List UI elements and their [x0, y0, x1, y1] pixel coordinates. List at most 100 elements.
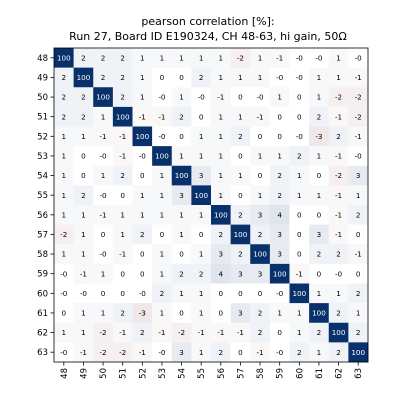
heatmap-cell — [73, 322, 94, 343]
cell-value-label: 1 — [199, 348, 204, 357]
heatmap-cell — [348, 322, 369, 343]
heatmap-cell — [211, 146, 231, 167]
heatmap-cell — [152, 224, 173, 245]
cell-value-label: 2 — [81, 191, 86, 200]
heatmap-cell — [230, 303, 251, 324]
heatmap-cell — [328, 224, 349, 245]
cell-value-label: 2 — [219, 230, 224, 239]
heatmap-cell — [73, 342, 94, 363]
cell-value-label: 0 — [199, 112, 204, 121]
heatmap-cell — [152, 165, 173, 186]
heatmap-cell — [211, 263, 231, 284]
heatmap-cell — [309, 146, 330, 167]
heatmap-cell — [250, 244, 271, 265]
chart-title: pearson correlation [%]: — [141, 15, 274, 28]
cell-value-label: -0 — [355, 152, 363, 161]
cell-value-label: 1 — [179, 53, 184, 62]
cell-value-label: -1 — [217, 93, 224, 102]
heatmap-cell — [73, 67, 94, 88]
cell-value-label: 100 — [214, 210, 228, 219]
cell-value-label: 100 — [57, 53, 71, 62]
cell-value-label: 0 — [238, 289, 243, 298]
cell-value-label: -3 — [315, 132, 322, 141]
y-tick-label: 49 — [37, 73, 48, 83]
cell-value-label: 1 — [81, 328, 86, 337]
heatmap-cell — [289, 185, 310, 206]
heatmap-cell — [328, 165, 349, 186]
cell-value-label: 0 — [140, 171, 145, 180]
cell-value-label: -0 — [158, 348, 166, 357]
heatmap-cell — [230, 224, 251, 245]
heatmap-cell — [171, 146, 192, 167]
heatmap-cell — [73, 303, 94, 324]
cell-value-label: 0 — [160, 230, 165, 239]
heatmap-cell — [309, 205, 330, 225]
y-tick-label: 59 — [37, 270, 48, 280]
heatmap-cell — [328, 342, 349, 363]
cell-value-label: 0 — [81, 152, 86, 161]
heatmap-cell — [250, 322, 271, 343]
heatmap-cell — [93, 185, 114, 206]
cell-value-label: -1 — [335, 152, 342, 161]
heatmap-cell — [250, 205, 271, 225]
cell-value-label: 1 — [219, 73, 224, 82]
cell-value-label: 2 — [356, 289, 361, 298]
heatmap-cell — [54, 303, 74, 324]
cell-value-label: 2 — [336, 250, 341, 259]
heatmap-cell — [269, 67, 290, 88]
heatmap-cell — [269, 48, 290, 68]
heatmap-cell — [309, 165, 330, 186]
x-tick-label: 55 — [197, 368, 207, 379]
heatmap-cell — [191, 48, 212, 68]
cell-value-label: 1 — [336, 73, 341, 82]
heatmap-cell — [171, 322, 192, 343]
cell-value-label: 0 — [277, 132, 282, 141]
heatmap-cell — [93, 146, 114, 167]
y-tick-label: 58 — [37, 250, 48, 260]
heatmap-cell — [211, 87, 231, 108]
heatmap-cell — [132, 106, 153, 127]
heatmap-cell — [250, 185, 271, 206]
heatmap-cell — [250, 224, 271, 245]
y-tick-label: 50 — [37, 93, 48, 103]
heatmap-cell — [289, 67, 310, 88]
cell-value-label: 2 — [258, 328, 263, 337]
cell-value-label: 1 — [317, 191, 322, 200]
cell-value-label: 100 — [96, 93, 110, 102]
heatmap-cell — [54, 126, 74, 147]
x-axis-ticks: 48 49 50 51 52 53 54 55 56 57 58 59 60 61 62 63 — [60, 362, 364, 379]
heatmap-cell — [191, 263, 212, 284]
cell-value-label: 2 — [199, 73, 204, 82]
heatmap-cell — [230, 342, 251, 363]
cell-value-label: 1 — [297, 191, 302, 200]
heatmap-cell — [348, 87, 369, 108]
heatmap-cell — [171, 244, 192, 265]
cell-value-label: -0 — [139, 289, 147, 298]
cell-value-label: 1 — [62, 152, 67, 161]
heatmap-cell — [112, 205, 133, 225]
cell-value-label: -1 — [355, 250, 362, 259]
cell-value-label: -0 — [80, 289, 88, 298]
cell-value-label: 0 — [297, 112, 302, 121]
heatmap-cell — [93, 303, 114, 324]
heatmap-cell — [289, 87, 310, 108]
heatmap-cell — [289, 48, 310, 68]
cell-value-label: -1 — [119, 328, 126, 337]
x-tick-label: 58 — [256, 368, 266, 379]
cell-value-label: 1 — [62, 328, 67, 337]
heatmap-cell — [132, 244, 153, 265]
heatmap-cell — [348, 303, 369, 324]
cell-value-label: 0 — [238, 93, 243, 102]
cell-value-label: 1 — [120, 230, 125, 239]
heatmap-cell — [309, 126, 330, 147]
cell-value-label: 2 — [62, 93, 67, 102]
cell-value-label: -3 — [139, 309, 146, 318]
cell-value-label: 1 — [356, 191, 361, 200]
heatmap-cell — [54, 244, 74, 265]
heatmap-cell — [112, 67, 133, 88]
heatmap-cell — [309, 322, 330, 343]
heatmap-cell — [211, 48, 231, 68]
cell-value-label: 100 — [175, 171, 189, 180]
heatmap-cell — [328, 87, 349, 108]
heatmap-cell — [269, 205, 290, 225]
